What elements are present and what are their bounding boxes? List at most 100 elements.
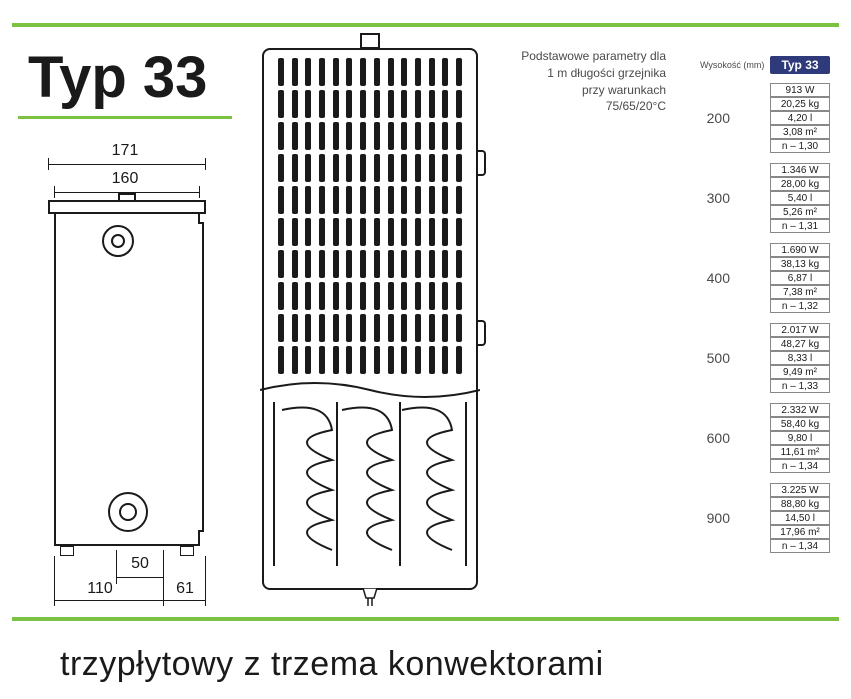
- dim-outer-width: 171: [100, 142, 150, 160]
- grille-slot: [319, 186, 325, 214]
- grille-slot: [401, 122, 407, 150]
- spec-cell: 1.346 W: [770, 163, 830, 177]
- spec-cell: n – 1,33: [770, 379, 830, 393]
- grille-slot: [374, 58, 380, 86]
- spec-cell: 3,08 m²: [770, 125, 830, 139]
- spec-cell: 2.332 W: [770, 403, 830, 417]
- grille-slot: [333, 154, 339, 182]
- grille-slot: [360, 154, 366, 182]
- grille-slot: [442, 186, 448, 214]
- spec-cell: n – 1,32: [770, 299, 830, 313]
- grille-row: [278, 282, 462, 310]
- grille-slot: [333, 218, 339, 246]
- grille-slot: [292, 282, 298, 310]
- grille-slot: [388, 90, 394, 118]
- grille-slot: [388, 218, 394, 246]
- dim-inner-width: 160: [100, 170, 150, 188]
- table-header-caption: Wysokość (mm): [700, 60, 764, 70]
- grille-slot: [360, 90, 366, 118]
- dim-tick: [199, 186, 200, 198]
- grille-slot: [278, 282, 284, 310]
- grille-slot: [319, 282, 325, 310]
- grille-slot: [429, 314, 435, 342]
- grille-slot: [346, 218, 352, 246]
- grille-slot: [319, 218, 325, 246]
- grille-slot: [360, 186, 366, 214]
- grille-slot: [429, 282, 435, 310]
- grille-slot: [319, 58, 325, 86]
- height-label: 300: [690, 190, 730, 206]
- grille-slot: [442, 282, 448, 310]
- grille-slot: [374, 314, 380, 342]
- grille-row: [278, 122, 462, 150]
- grille-slot: [401, 58, 407, 86]
- grille-slot: [442, 122, 448, 150]
- grille-slot: [429, 186, 435, 214]
- grille-slot: [429, 154, 435, 182]
- grille-row: [278, 186, 462, 214]
- grille-slot: [388, 250, 394, 278]
- green-bar-bottom: [12, 617, 839, 621]
- spec-cell: 20,25 kg: [770, 97, 830, 111]
- spec-cell: n – 1,34: [770, 459, 830, 473]
- grille-slot: [305, 282, 311, 310]
- radiator-side-top: [48, 200, 206, 214]
- grille-slot: [305, 122, 311, 150]
- grille-slot: [360, 346, 366, 374]
- grille-slot: [374, 346, 380, 374]
- grille-slot: [388, 186, 394, 214]
- spec-cell: 48,27 kg: [770, 337, 830, 351]
- spec-cell: 3.225 W: [770, 483, 830, 497]
- radiator-lug: [476, 150, 486, 176]
- spec-cell: 58,40 kg: [770, 417, 830, 431]
- spec-cell: 1.690 W: [770, 243, 830, 257]
- title-underline: [18, 116, 232, 119]
- grille-slot: [333, 314, 339, 342]
- grille-slot: [401, 346, 407, 374]
- convector-coils: [272, 400, 468, 568]
- grille-slot: [346, 122, 352, 150]
- grille-slot: [278, 346, 284, 374]
- param-l3: przy warunkach: [582, 83, 666, 97]
- grille-slot: [305, 90, 311, 118]
- dim-line-50: [116, 577, 164, 578]
- grille-slot: [415, 122, 421, 150]
- grille-slot: [305, 154, 311, 182]
- grille-slot: [360, 250, 366, 278]
- grille-slot: [278, 186, 284, 214]
- dim-tick: [54, 186, 55, 198]
- grille-slot: [429, 58, 435, 86]
- grille-slot: [456, 186, 462, 214]
- cutaway-line: [260, 380, 480, 400]
- spec-cell: 9,49 m²: [770, 365, 830, 379]
- param-description: Podstawowe parametry dla 1 m długości gr…: [506, 48, 666, 115]
- grille-slot: [305, 218, 311, 246]
- grille-slot: [333, 58, 339, 86]
- grille-slot: [415, 282, 421, 310]
- grille-slot: [374, 90, 380, 118]
- grille-slot: [374, 122, 380, 150]
- grille-slot: [456, 154, 462, 182]
- grille-slot: [456, 314, 462, 342]
- grille-slot: [415, 90, 421, 118]
- radiator-top-bump: [118, 193, 136, 202]
- grille-slot: [346, 314, 352, 342]
- spec-cell: 2.017 W: [770, 323, 830, 337]
- grille-slot: [292, 186, 298, 214]
- grille-row: [278, 218, 462, 246]
- grille-slot: [292, 90, 298, 118]
- grille-slot: [456, 90, 462, 118]
- grille-slot: [333, 250, 339, 278]
- grille-slot: [333, 122, 339, 150]
- grille-slot: [456, 218, 462, 246]
- grille-slot: [346, 250, 352, 278]
- grille-row: [278, 154, 462, 182]
- grille-slot: [346, 154, 352, 182]
- grille-slot: [346, 346, 352, 374]
- grille-slot: [442, 154, 448, 182]
- grille-slot: [429, 122, 435, 150]
- grille-slot: [278, 122, 284, 150]
- spec-cell: n – 1,30: [770, 139, 830, 153]
- param-l4: 75/65/20°C: [606, 99, 666, 113]
- spec-cell: 5,26 m²: [770, 205, 830, 219]
